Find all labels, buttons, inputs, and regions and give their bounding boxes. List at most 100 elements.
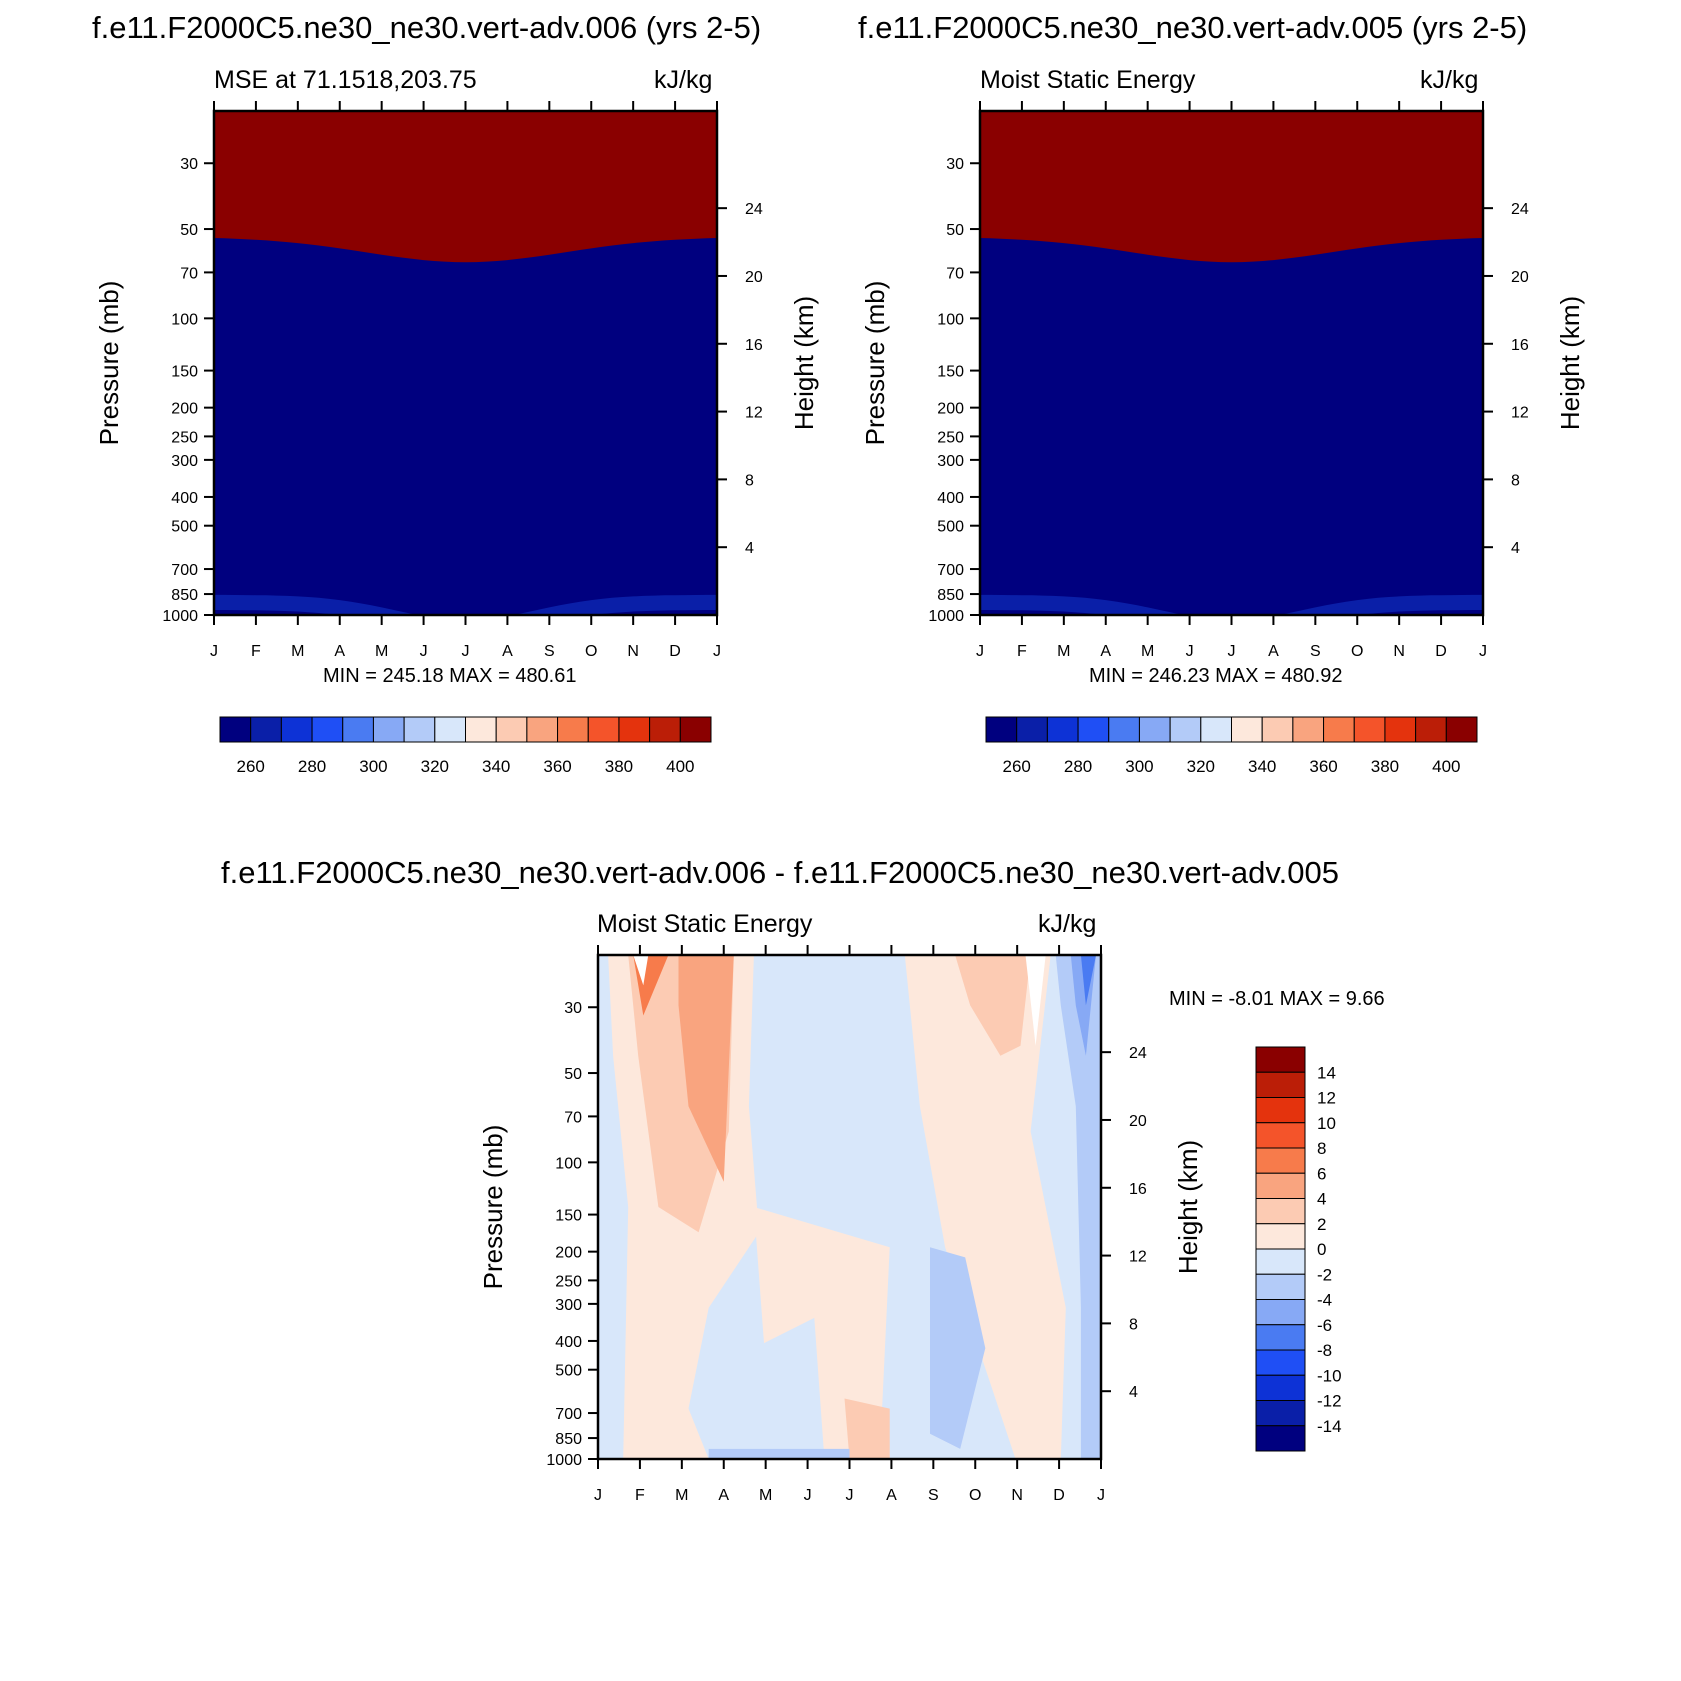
panel3-ytick-label: 250 <box>555 1273 582 1290</box>
panel1-colorbar-box <box>403 716 436 743</box>
panel3-colorbar-box <box>1255 1198 1306 1225</box>
panel1-band-low <box>214 594 717 615</box>
panel3-xtick-label: J <box>846 1487 854 1504</box>
panel2-xtick-label: J <box>976 643 984 660</box>
panel3-region <box>930 1247 986 1449</box>
panel1-colorbar-box <box>618 716 651 743</box>
panel1-xtick-label: A <box>502 643 513 660</box>
panel3-colorbar-box <box>1255 1071 1306 1098</box>
panel2-colorbar-label: 400 <box>1432 757 1460 776</box>
panel3-colorbar: 14 12 10 8 6 4 2 0 -2 -4 -6 -8 -10 -12 -14 <box>1255 1046 1342 1452</box>
panel1-rtick-label: 4 <box>745 540 754 557</box>
panel2-colorbar-label: 360 <box>1309 757 1337 776</box>
panel1-ytick-label: 700 <box>171 562 198 579</box>
panel3-rtick-label: 16 <box>1129 1181 1147 1198</box>
panel2-ytick-label: 150 <box>937 364 964 381</box>
panel2-ytick-label: 70 <box>946 265 964 282</box>
panel1-colorbar-label: 360 <box>543 757 571 776</box>
panel1-ytick-label: 100 <box>171 311 198 328</box>
panel1-xtick-label: F <box>251 643 261 660</box>
panel2-colorbar-box <box>1415 716 1447 743</box>
panel2-ytick-label: 200 <box>937 401 964 418</box>
panel3-ytick-label: 500 <box>555 1363 582 1380</box>
panel2-ytick-label: 1000 <box>928 608 964 625</box>
panel2-ytick-label: 700 <box>937 562 964 579</box>
panel3-colorbar-box <box>1255 1425 1306 1452</box>
panel1-xtick-label: J <box>210 643 218 660</box>
panel3-plot: J F M A M J J A S O N D J305070100150200250300400500… <box>478 945 1342 1504</box>
panel3-ytick-label: 50 <box>564 1066 582 1083</box>
panel1-ytick-label: 250 <box>171 429 198 446</box>
panel1-contours <box>214 111 717 615</box>
difference-panel-title: f.e11.F2000C5.ne30_ne30.vert-adv.006 - f… <box>221 855 1339 890</box>
panel3-colorbar-label: 0 <box>1317 1240 1326 1259</box>
panel2-colorbar-label: 300 <box>1125 757 1153 776</box>
panel1-ytick-label: 150 <box>171 364 198 381</box>
panel3-region <box>955 955 1031 1056</box>
panel1-ytick-label: 50 <box>180 222 198 239</box>
panel3-ytick-label: 400 <box>555 1334 582 1351</box>
panel3-ytick-label: 700 <box>555 1406 582 1423</box>
panel1-colorbar-box <box>587 716 620 743</box>
panel1-colorbar-label: 280 <box>298 757 326 776</box>
panel1-ytick-label: 200 <box>171 401 198 418</box>
panel1-rtick-label: 20 <box>745 269 763 286</box>
panel2-colorbar: 260 280 300 320 340 360 380 400 <box>985 716 1478 776</box>
panel3-subtitle: Moist Static Energy <box>597 910 813 938</box>
panel2-colorbar-label: 380 <box>1371 757 1399 776</box>
panel2-colorbar-box <box>1046 716 1079 743</box>
panel1-ytick-label: 500 <box>171 519 198 536</box>
panel2-ytick-label: 300 <box>937 453 964 470</box>
panel2-colorbar-label: 340 <box>1248 757 1276 776</box>
panel2-colorbar-label: 280 <box>1064 757 1092 776</box>
panel3-colorbar-label: -6 <box>1317 1316 1332 1335</box>
panel2-xtick-label: N <box>1393 643 1405 660</box>
left-panel-title: f.e11.F2000C5.ne30_ne30.vert-adv.006 (yr… <box>92 10 762 45</box>
panel3-xtick-label: M <box>675 1487 688 1504</box>
panel3-colorbar-label: -8 <box>1317 1341 1332 1360</box>
panel2-colorbar-box <box>1292 716 1325 743</box>
panel1-colorbar-box <box>372 716 405 743</box>
panel3-colorbar-label: 8 <box>1317 1139 1326 1158</box>
panel3-units: kJ/kg <box>1038 910 1097 938</box>
panel1-stats: MIN = 245.18 MAX = 480.61 <box>323 665 577 687</box>
panel1-subtitle: MSE at 71.1518,203.75 <box>214 66 477 94</box>
panel2-colorbar-box <box>1169 716 1202 743</box>
panel3-region <box>1055 955 1101 1459</box>
panel1-colorbar-label: 400 <box>666 757 694 776</box>
panel2-xtick-label: J <box>1186 643 1194 660</box>
panel1-xtick-label: D <box>669 643 681 660</box>
panel3-colorbar-box <box>1255 1223 1306 1250</box>
panel1-ytick-label: 300 <box>171 453 198 470</box>
panel2-ytick-label: 500 <box>937 519 964 536</box>
panel2-colorbar-box <box>1353 716 1386 743</box>
panel3-region <box>633 955 649 986</box>
panel2-band-low <box>980 594 1483 615</box>
panel3-stats: MIN = -8.01 MAX = 9.66 <box>1169 988 1385 1010</box>
panel3-xtick-label: J <box>594 1487 602 1504</box>
panel1-rtick-label: 8 <box>745 472 754 489</box>
panel2-colorbar-label: 320 <box>1187 757 1215 776</box>
panel1-colorbar-label: 380 <box>605 757 633 776</box>
panel1-ylabel-right: Height (km) <box>789 296 819 430</box>
panel3-region <box>753 1207 890 1459</box>
panel1-xtick-label: J <box>462 643 470 660</box>
panel1-colorbar-box <box>311 716 344 743</box>
panel3-ytick-label: 150 <box>555 1208 582 1225</box>
panel2-xtick-label: M <box>1057 643 1070 660</box>
panel1-colorbar-label: 320 <box>421 757 449 776</box>
panel3-colorbar-box <box>1255 1147 1306 1174</box>
panel2-contours <box>980 111 1483 615</box>
panel1-xtick-label: A <box>334 643 345 660</box>
panel2-ytick-label: 400 <box>937 490 964 507</box>
panel2-plot: J F M A M J J A S O N D J 30 50 70 100 150 200 250 300 400 500… <box>860 101 1585 776</box>
panel1-colorbar-box <box>526 716 559 743</box>
panel1-xtick-label: M <box>291 643 304 660</box>
panel2-colorbar-box <box>1231 716 1263 743</box>
panel2-rtick-label: 24 <box>1511 201 1529 218</box>
panel1-colorbar-box <box>679 716 712 743</box>
panel1-colorbar-label: 300 <box>359 757 387 776</box>
panel2-units: kJ/kg <box>1420 66 1479 94</box>
panel3-ytick-label: 300 <box>555 1297 582 1314</box>
panel3-xtick-label: M <box>759 1487 772 1504</box>
